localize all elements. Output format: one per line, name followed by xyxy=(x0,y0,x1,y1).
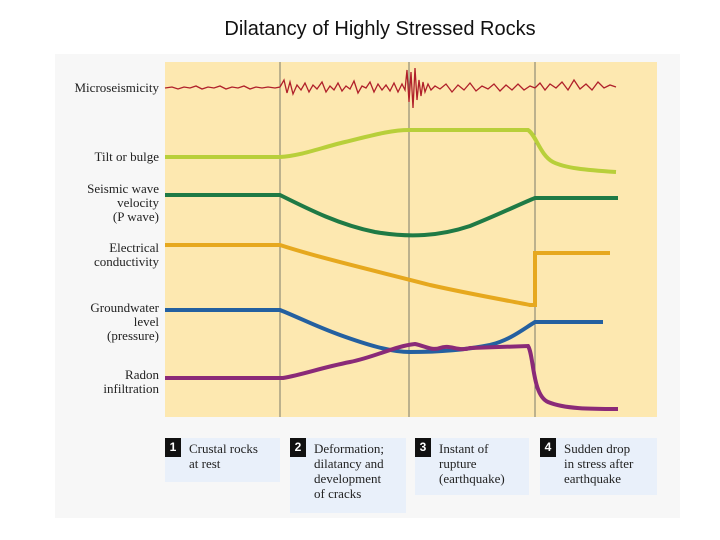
stage-box-2: 2 Deformation; dilatancy and development… xyxy=(290,438,406,513)
stage-number: 3 xyxy=(415,438,431,457)
page-title: Dilatancy of Highly Stressed Rocks xyxy=(224,18,536,40)
radon-line xyxy=(165,341,619,411)
param-label-tilt: Tilt or bulge xyxy=(94,149,159,164)
stage-description: Deformation; dilatancy and development o… xyxy=(314,441,385,501)
stage-number: 2 xyxy=(290,438,306,457)
stage-description: Sudden drop in stress after earthquake xyxy=(564,441,634,486)
seismic-velocity-line xyxy=(165,193,618,238)
param-label-groundwater: Groundwater level (pressure) xyxy=(90,300,159,343)
electrical-conductivity-line xyxy=(165,243,610,307)
stage-description: Instant of rupture (earthquake) xyxy=(439,441,505,486)
stage-number: 1 xyxy=(165,438,181,457)
param-label-microseismicity: Microseismicity xyxy=(74,80,160,95)
stage-number: 4 xyxy=(540,438,556,457)
param-label-radon: Radon infiltration xyxy=(103,367,159,396)
param-label-electrical-conductivity: Electrical conductivity xyxy=(94,240,159,269)
stage-box-1: 1 Crustal rocks at rest xyxy=(165,438,280,482)
microseismicity-line xyxy=(164,67,617,109)
stage-box-4: 4 Sudden drop in stress after earthquake xyxy=(540,438,657,495)
chart-area xyxy=(165,62,657,417)
stage-box-3: 3 Instant of rupture (earthquake) xyxy=(415,438,529,495)
groundwater-line xyxy=(165,308,603,355)
param-label-seismic-velocity: Seismic wave velocity (P wave) xyxy=(87,181,159,224)
tilt-line xyxy=(165,128,617,174)
stage-description: Crustal rocks at rest xyxy=(189,441,258,471)
